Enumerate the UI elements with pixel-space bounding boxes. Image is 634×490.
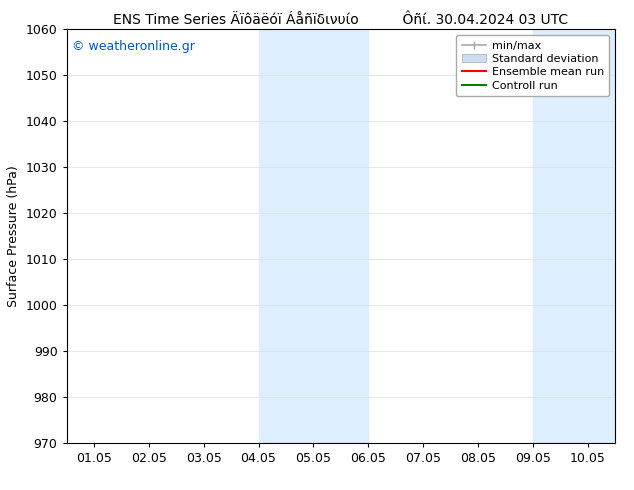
- Text: © weatheronline.gr: © weatheronline.gr: [72, 40, 195, 53]
- Title: ENS Time Series Äïôäëóï Áåñïδινυίο          Ôñί. 30.04.2024 03 UTC: ENS Time Series Äïôäëóï Áåñïδινυίο Ôñί. …: [113, 13, 568, 27]
- Bar: [259, 29, 368, 443]
- Y-axis label: Surface Pressure (hPa): Surface Pressure (hPa): [7, 166, 20, 307]
- Legend: min/max, Standard deviation, Ensemble mean run, Controll run: min/max, Standard deviation, Ensemble me…: [456, 35, 609, 96]
- Bar: [533, 29, 615, 443]
